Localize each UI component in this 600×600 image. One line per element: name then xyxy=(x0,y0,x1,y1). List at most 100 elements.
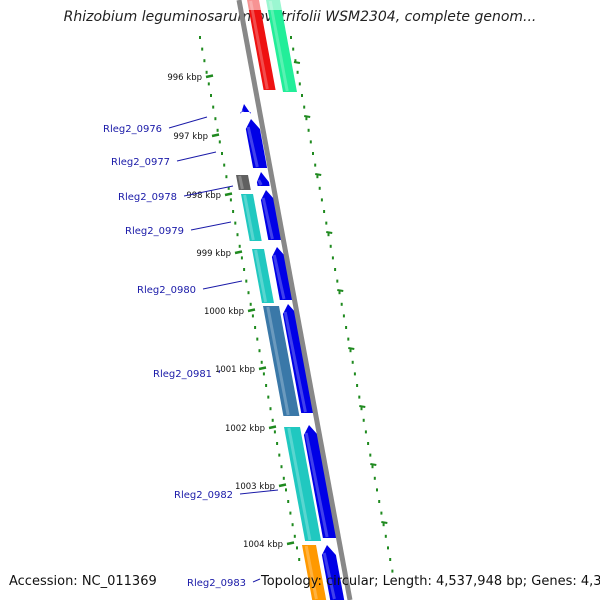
ruler-dot xyxy=(285,488,287,492)
ruler-dot xyxy=(376,488,378,492)
ruler-dot xyxy=(218,140,221,144)
ruler-dot xyxy=(342,314,345,318)
gene-leader-line xyxy=(239,489,279,495)
ruler-tick-label: 996 kbp xyxy=(167,73,202,83)
feature-blue-arrow-shine xyxy=(241,109,245,114)
ruler-tick-label: 1004 kbp xyxy=(243,540,283,550)
feature-teal[interactable] xyxy=(252,249,274,303)
ruler-dot xyxy=(329,244,332,248)
feature-teal[interactable] xyxy=(284,427,322,541)
ruler-dot xyxy=(234,221,237,225)
ruler-dot xyxy=(296,546,298,550)
ruler-dot xyxy=(309,140,312,144)
ruler-dot xyxy=(289,511,292,515)
ruler-tick-label: 999 kbp xyxy=(196,249,231,259)
gene-leader-line xyxy=(176,151,217,162)
ruler-dot xyxy=(303,105,306,109)
feature-blue-arrow[interactable] xyxy=(260,190,283,240)
ruler-tick-label: 1001 kbp xyxy=(215,365,255,375)
feature-mint[interactable] xyxy=(266,0,297,92)
ruler-dot xyxy=(291,523,294,527)
ruler-dot xyxy=(267,395,270,399)
feature-blue-arrow[interactable] xyxy=(282,304,316,413)
gene-label[interactable]: Rleg2_0981 xyxy=(153,369,212,380)
gene-leader-line xyxy=(190,221,232,231)
feature-blue-arrow[interactable] xyxy=(303,425,337,538)
ruler-dash xyxy=(315,173,322,176)
gene-label[interactable]: Rleg2_0982 xyxy=(174,490,233,501)
ruler-dot xyxy=(384,534,387,538)
ruler-dot xyxy=(269,407,272,411)
feature-red[interactable] xyxy=(247,0,276,90)
feature-teal-shine xyxy=(287,427,312,541)
ruler-tick xyxy=(286,541,295,546)
ruler-dash xyxy=(337,289,344,292)
ruler-dot xyxy=(371,465,374,469)
ruler-tick xyxy=(258,366,267,371)
ruler-dash xyxy=(304,115,311,118)
ruler-tick-label: 1000 kbp xyxy=(204,307,244,317)
ruler-dot xyxy=(238,244,241,248)
ruler-tick xyxy=(224,192,233,197)
ruler-dot xyxy=(305,117,308,121)
ruler-dash xyxy=(326,231,333,234)
gene-label[interactable]: Rleg2_0977 xyxy=(111,157,170,168)
feature-gray[interactable] xyxy=(236,175,251,190)
feature-steel-shine xyxy=(266,306,290,416)
ruler-dot xyxy=(240,256,243,260)
ruler-dash xyxy=(348,347,355,350)
feature-mint-shine xyxy=(268,0,289,92)
ruler-dot xyxy=(298,558,301,561)
ruler-dot xyxy=(236,233,239,237)
ruler-dot xyxy=(287,500,290,503)
feature-blue-arrow[interactable] xyxy=(321,545,345,600)
ruler-tick-label: 998 kbp xyxy=(186,191,221,201)
feature-blue-arrow[interactable] xyxy=(256,172,270,186)
ruler-dot xyxy=(353,372,356,376)
ruler-tick xyxy=(268,425,277,430)
gene-leader-line xyxy=(252,578,261,583)
feature-blue-arrow[interactable] xyxy=(245,119,268,168)
topology-text: Topology: circular; Length: 4,537,948 bp… xyxy=(261,574,600,589)
gene-label[interactable]: Rleg2_0976 xyxy=(103,124,162,135)
ruler-dot xyxy=(382,523,385,527)
ruler-dot xyxy=(201,47,204,51)
feature-blue-arrow-shine xyxy=(322,552,336,600)
ruler-ticks: 996 kbp 997 kbp 998 kbp 999 kbp 1000 kbp 1001… xyxy=(167,73,295,550)
gene-label[interactable]: Rleg2_0979 xyxy=(125,226,184,237)
ruler-dash xyxy=(370,463,377,466)
ruler-dot xyxy=(314,163,317,167)
ruler-dot xyxy=(325,221,328,225)
ruler-dot xyxy=(280,465,283,469)
sequence-backbone xyxy=(236,0,353,600)
ruler-dot xyxy=(273,430,276,434)
ruler-dot xyxy=(356,384,359,387)
gene-labels: Rleg2_0976 Rleg2_0977 Rleg2_0978 Rleg2_0979… xyxy=(103,116,279,589)
feature-blue-arrow[interactable] xyxy=(271,247,294,300)
feature-gray-shine xyxy=(238,175,244,190)
gene-leader-line xyxy=(168,116,208,129)
ruler-dot xyxy=(387,546,389,550)
ruler-dot xyxy=(243,268,246,271)
gene-label[interactable]: Rleg2_0978 xyxy=(118,192,177,203)
ruler-dot xyxy=(254,326,257,329)
feature-steel[interactable] xyxy=(263,306,300,416)
feature-teal[interactable] xyxy=(241,194,262,241)
gene-leader-line xyxy=(183,185,234,197)
ruler-dot xyxy=(340,302,343,306)
ruler-dot xyxy=(318,186,321,190)
ruler-dot xyxy=(276,442,279,445)
feature-blue-arrow[interactable] xyxy=(240,104,251,114)
ruler-dot xyxy=(271,418,274,422)
gene-label[interactable]: Rleg2_0983 xyxy=(187,578,246,589)
ruler-dot xyxy=(227,186,230,190)
feature-orange[interactable] xyxy=(302,545,327,600)
ruler-dot xyxy=(260,360,263,364)
gene-label[interactable]: Rleg2_0980 xyxy=(137,285,196,296)
ruler-dot xyxy=(312,152,314,155)
ruler-dot xyxy=(391,569,394,573)
ruler-dot xyxy=(360,407,363,411)
ruler-dot xyxy=(345,326,348,329)
ruler-dot xyxy=(225,175,228,179)
